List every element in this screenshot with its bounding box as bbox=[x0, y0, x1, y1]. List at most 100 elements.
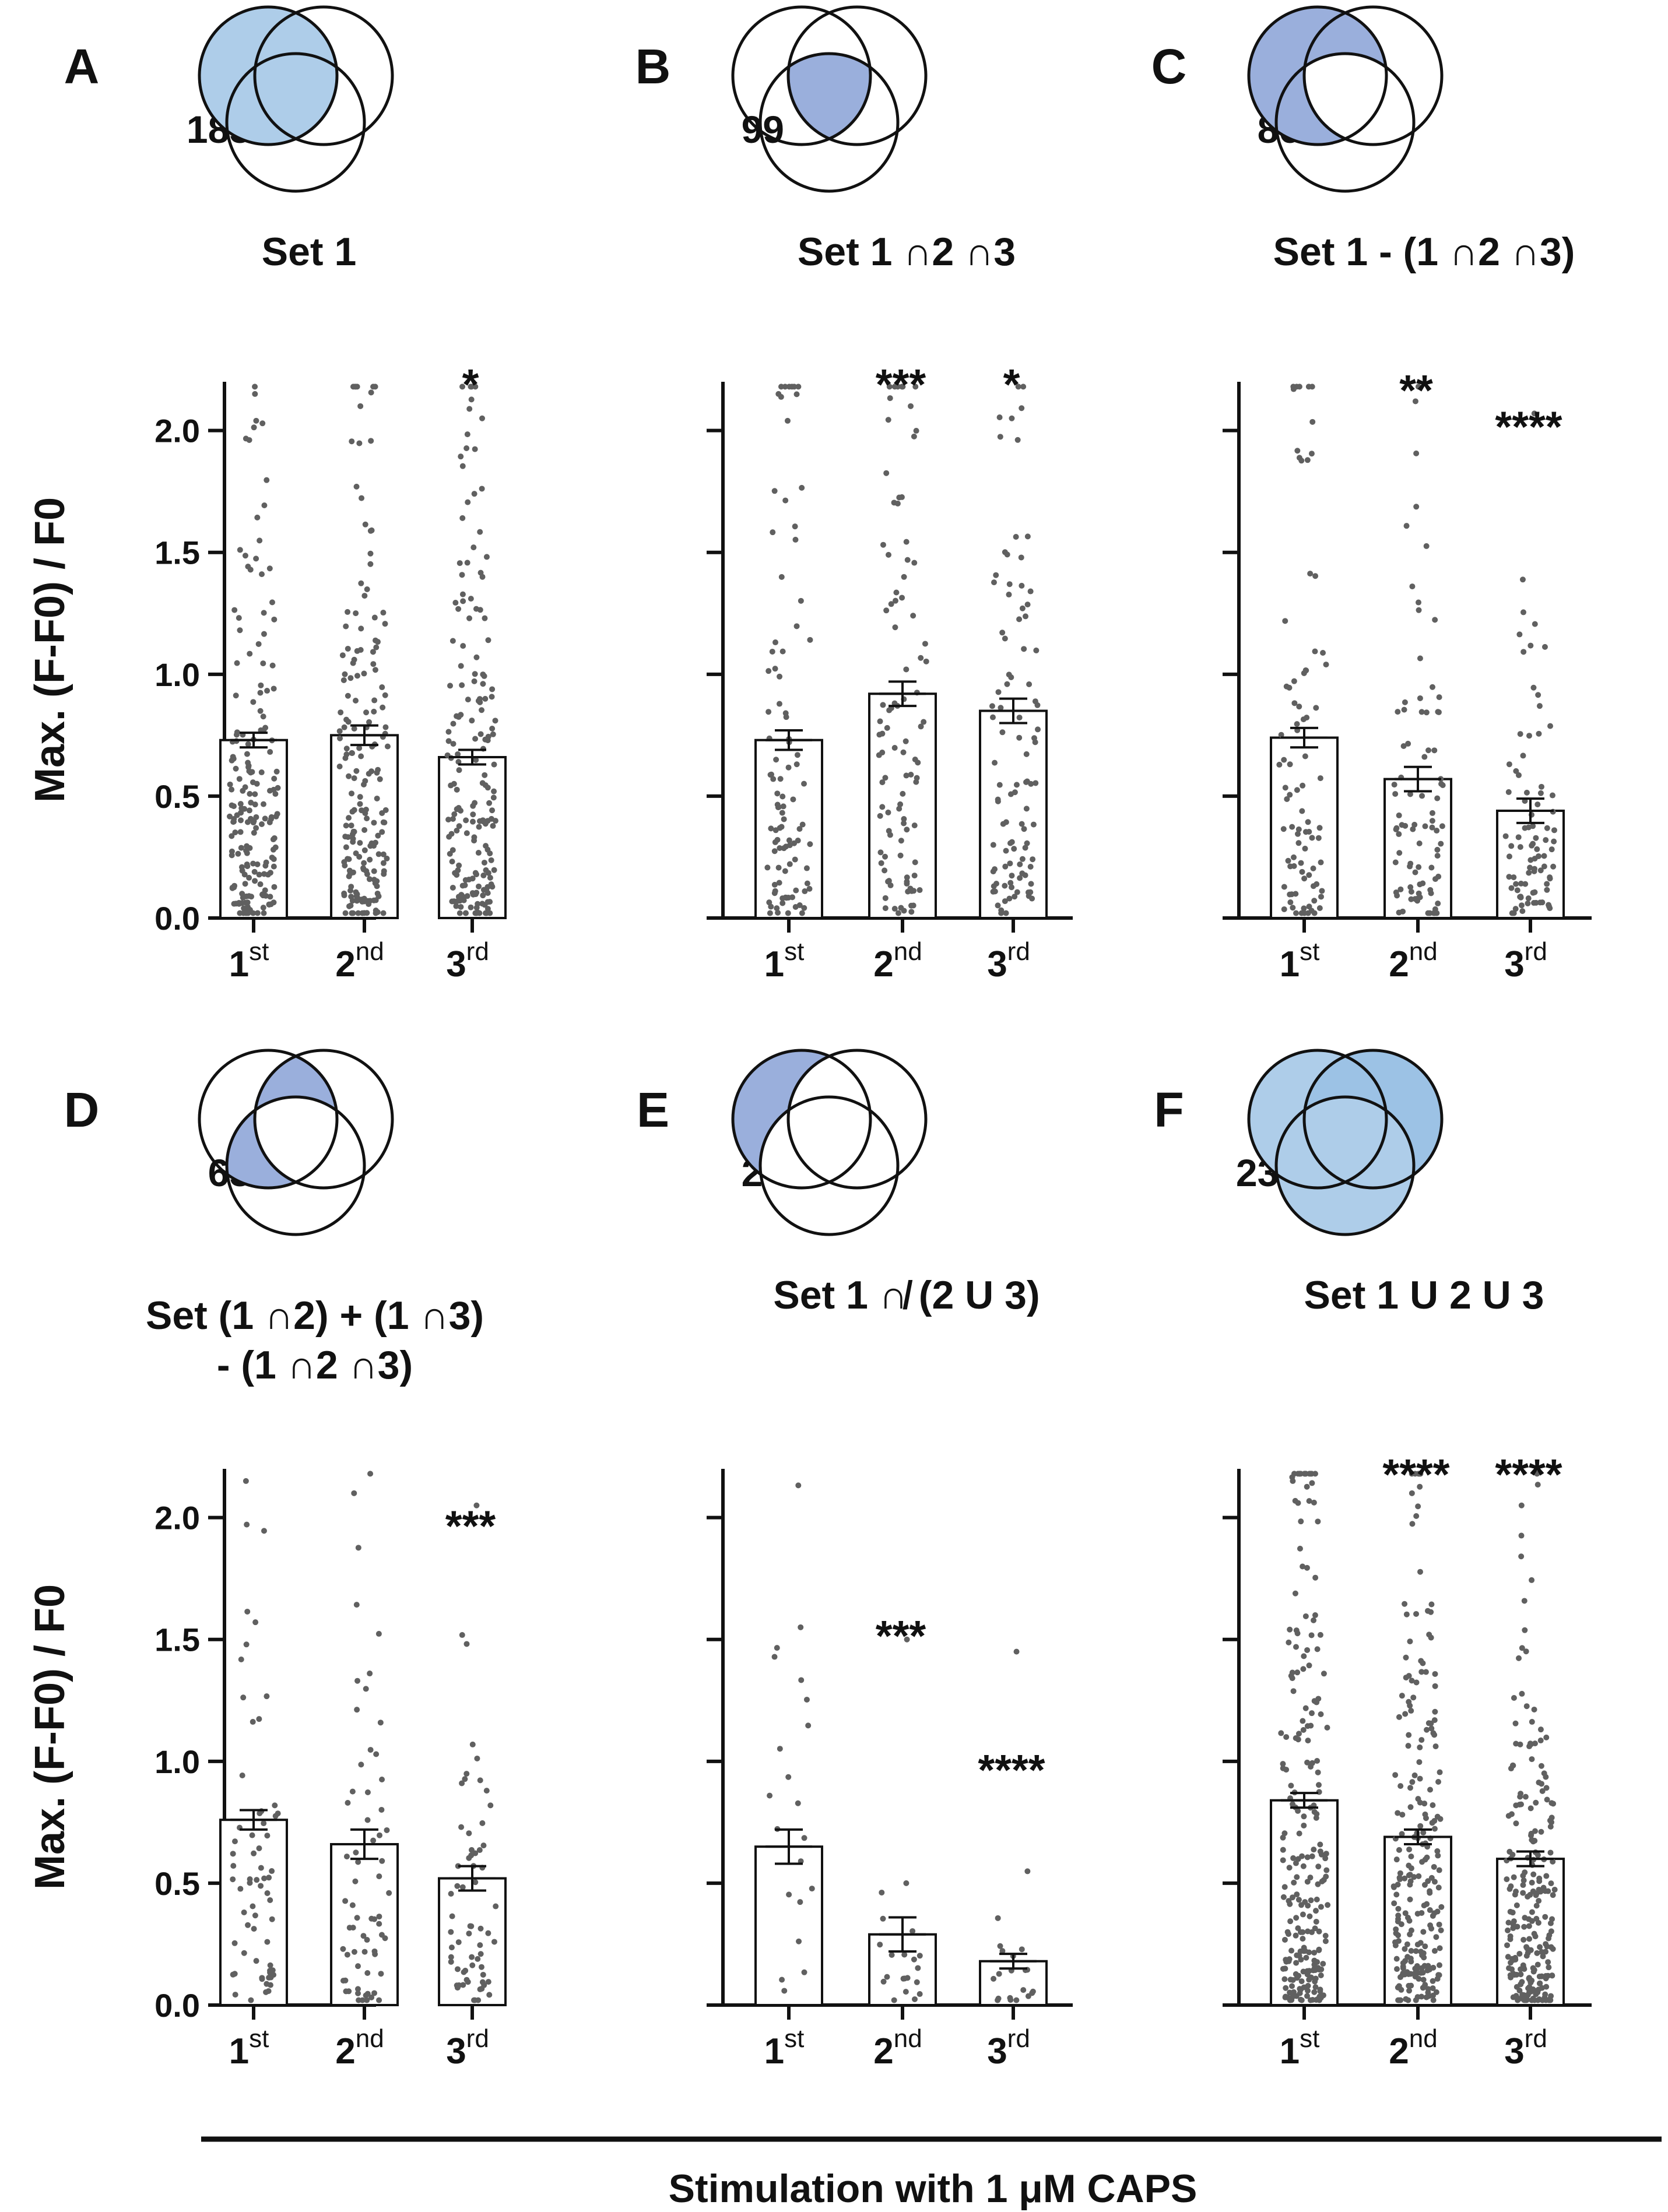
data-point bbox=[359, 807, 365, 814]
data-point bbox=[482, 782, 489, 789]
data-point bbox=[1397, 1870, 1403, 1876]
y-tick-label: 1.5 bbox=[154, 534, 200, 571]
data-point bbox=[459, 682, 465, 688]
data-point bbox=[1287, 761, 1293, 768]
data-point bbox=[1403, 1654, 1409, 1661]
data-point bbox=[266, 1875, 272, 1881]
data-point bbox=[342, 671, 348, 677]
data-point bbox=[1295, 1500, 1301, 1506]
data-point bbox=[469, 1962, 476, 1968]
data-point bbox=[1548, 1819, 1555, 1826]
data-point bbox=[807, 841, 813, 847]
data-point bbox=[1288, 1782, 1294, 1789]
data-point bbox=[489, 807, 496, 814]
data-point bbox=[361, 827, 368, 833]
data-point bbox=[1393, 1856, 1400, 1863]
data-point bbox=[459, 1632, 465, 1638]
data-point bbox=[230, 1876, 236, 1883]
data-point bbox=[237, 829, 244, 835]
data-point bbox=[1323, 1867, 1330, 1873]
data-point bbox=[448, 1944, 455, 1951]
data-point bbox=[1393, 1891, 1400, 1898]
data-point bbox=[450, 638, 456, 644]
data-point bbox=[879, 779, 886, 786]
data-point bbox=[1419, 793, 1425, 799]
data-point bbox=[353, 610, 359, 617]
data-point bbox=[378, 1932, 385, 1938]
data-point bbox=[1293, 891, 1299, 897]
panel-letter: D bbox=[64, 1082, 100, 1137]
data-point bbox=[1301, 1822, 1307, 1828]
x-caption: Stimulation with 1 μM CAPS bbox=[669, 2167, 1198, 2211]
data-point bbox=[916, 887, 923, 894]
data-point bbox=[1314, 1646, 1321, 1652]
data-point bbox=[241, 905, 247, 912]
data-point bbox=[1417, 1471, 1423, 1477]
data-points-2nd bbox=[336, 384, 391, 916]
data-point bbox=[1305, 1988, 1311, 1994]
data-point bbox=[801, 905, 807, 911]
data-point bbox=[454, 828, 460, 834]
venn-circle bbox=[1247, 5, 1388, 146]
data-point bbox=[452, 870, 458, 876]
data-point bbox=[259, 891, 265, 898]
data-point bbox=[270, 836, 276, 843]
data-point bbox=[336, 728, 343, 734]
data-point bbox=[476, 824, 482, 830]
data-point bbox=[1415, 384, 1421, 390]
data-point bbox=[1407, 1896, 1413, 1902]
data-point bbox=[1417, 1744, 1423, 1750]
data-point bbox=[911, 822, 918, 829]
data-points-3rd bbox=[1504, 1471, 1558, 2003]
data-point bbox=[231, 803, 237, 810]
y-tick-label: 1.0 bbox=[154, 1743, 200, 1780]
data-point bbox=[1408, 1927, 1414, 1933]
x-tick-label: 2nd bbox=[873, 2024, 922, 2072]
data-point bbox=[1035, 726, 1041, 733]
data-point bbox=[367, 1471, 374, 1477]
data-points-1st bbox=[1278, 1471, 1331, 2003]
data-point bbox=[891, 1997, 897, 2003]
data-point bbox=[1407, 1785, 1413, 1791]
data-point bbox=[488, 881, 494, 888]
data-point bbox=[904, 557, 911, 563]
data-point bbox=[252, 1619, 259, 1626]
data-point bbox=[1312, 1612, 1318, 1619]
data-point bbox=[1284, 1994, 1291, 2000]
data-point bbox=[353, 850, 359, 856]
data-point bbox=[1317, 1841, 1323, 1848]
data-point bbox=[254, 1877, 260, 1883]
set-label: Set 1 U 2 U 3 bbox=[1304, 1273, 1544, 1317]
data-point bbox=[897, 801, 904, 807]
data-point bbox=[1396, 1875, 1403, 1881]
data-point bbox=[911, 888, 917, 894]
data-point bbox=[1289, 824, 1295, 830]
data-point bbox=[1294, 1669, 1301, 1676]
data-point bbox=[1411, 1874, 1417, 1880]
data-point bbox=[482, 615, 488, 621]
data-point bbox=[1006, 581, 1013, 588]
venn-circle bbox=[253, 5, 394, 146]
data-point bbox=[1516, 631, 1523, 638]
data-point bbox=[236, 615, 242, 621]
data-point bbox=[1285, 857, 1291, 864]
data-point bbox=[1320, 650, 1326, 656]
data-point bbox=[1504, 1942, 1511, 1949]
data-point bbox=[1407, 884, 1414, 890]
data-point bbox=[903, 1989, 909, 1995]
venn-circle bbox=[1247, 1049, 1388, 1190]
data-point bbox=[266, 902, 272, 908]
data-point bbox=[995, 689, 1002, 695]
data-point bbox=[367, 856, 373, 863]
data-point bbox=[891, 745, 898, 751]
data-point bbox=[1529, 1997, 1535, 2003]
data-point bbox=[339, 652, 346, 659]
data-point bbox=[1530, 1965, 1536, 1971]
data-point bbox=[892, 597, 898, 604]
data-point bbox=[1507, 1908, 1514, 1915]
data-point bbox=[1511, 1874, 1517, 1880]
data-point bbox=[262, 815, 268, 822]
data-point bbox=[445, 738, 452, 744]
data-point bbox=[1406, 1872, 1412, 1879]
data-point bbox=[1413, 1610, 1420, 1617]
